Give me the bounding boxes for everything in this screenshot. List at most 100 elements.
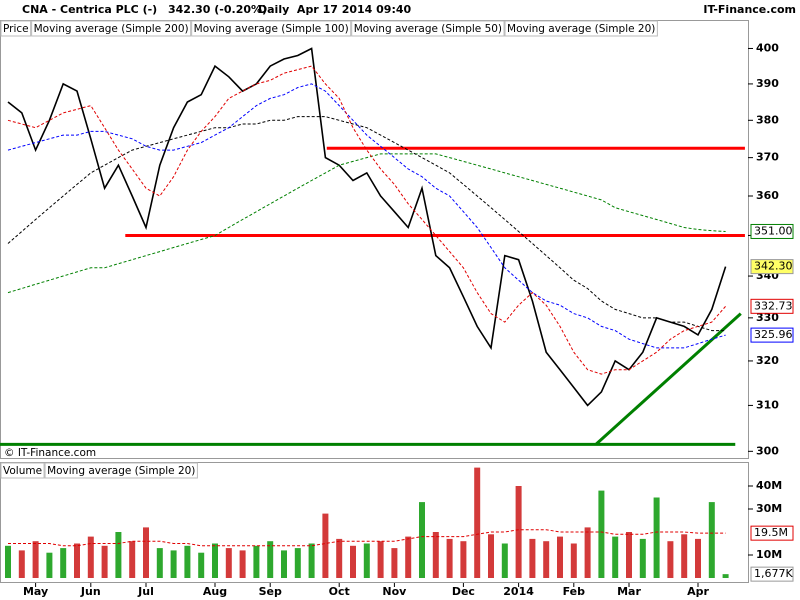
volume-bar — [626, 532, 632, 578]
y-tick-label: 320 — [756, 354, 779, 367]
moving-average — [7, 153, 726, 294]
legend-box — [31, 20, 192, 37]
volume-bar — [87, 536, 94, 578]
volume-bar — [212, 543, 218, 578]
volume-bar — [391, 548, 398, 578]
symbol: CNA - Centrica PLC (-) — [22, 3, 157, 16]
trend-line — [594, 312, 742, 446]
x-tick-label: 2014 — [503, 585, 534, 598]
volume-bar — [515, 486, 522, 578]
price-line — [7, 47, 727, 407]
y-tick-label: 300 — [756, 444, 779, 457]
value-label: 1,677K — [754, 567, 793, 580]
volume-bar — [225, 548, 232, 578]
volume-bar — [350, 545, 356, 578]
x-tick-label: Aug — [203, 585, 227, 598]
volume-bar — [488, 534, 494, 578]
volume-bar — [74, 543, 80, 578]
volume-bar — [18, 550, 25, 578]
volume-bar — [405, 536, 412, 578]
y-tick-label: 360 — [756, 189, 779, 202]
volume-bar — [129, 541, 136, 578]
volume-bar — [46, 552, 53, 578]
volume-bar — [432, 532, 439, 578]
volume-bar — [239, 550, 246, 578]
y-tick-label: 10M — [756, 548, 782, 561]
value-label: 342.30 — [754, 260, 793, 273]
volume-bar — [598, 490, 605, 578]
volume-bar — [377, 541, 384, 578]
legend-box — [0, 462, 45, 479]
volume-bar — [5, 545, 11, 578]
y-tick-label: 370 — [756, 151, 779, 164]
volume-bar — [143, 527, 149, 578]
volume-bar — [639, 538, 646, 578]
volume-bar — [501, 543, 508, 578]
x-tick-label: Jun — [80, 585, 101, 598]
volume-moving-average — [8, 529, 726, 547]
value-label-box — [750, 259, 794, 275]
volume-bar — [198, 552, 205, 578]
period: Daily Apr 17 2014 09:40 — [258, 3, 412, 16]
volume-bar — [708, 502, 715, 578]
volume-bar — [322, 513, 329, 578]
legend-box — [0, 20, 32, 37]
legend-label: Moving average (Simple 20) — [47, 465, 195, 477]
value-label-box — [750, 298, 794, 314]
volume-bar — [156, 548, 163, 578]
value-label: 325.96 — [754, 328, 793, 341]
legend-box — [44, 462, 198, 479]
volume-bar — [308, 543, 315, 578]
legend-label: Moving average (Simple 200) — [34, 23, 189, 35]
y-tick-label: 310 — [756, 398, 779, 411]
value-label: 351.00 — [754, 224, 793, 237]
volume-bar — [294, 548, 301, 578]
volume-bar — [667, 541, 674, 578]
legend-label: Moving average (Simple 50) — [354, 23, 502, 35]
y-tick-label: 330 — [756, 311, 779, 324]
moving-average — [7, 83, 726, 349]
volume-bar — [681, 534, 688, 578]
x-tick-label: Feb — [563, 585, 586, 598]
moving-average — [7, 65, 726, 375]
volume-bar — [695, 538, 701, 578]
volume-bar — [722, 574, 729, 578]
y-tick-label: 400 — [756, 41, 779, 54]
value-label: 332.73 — [754, 299, 793, 312]
y-tick-label: 40M — [756, 479, 782, 492]
legend-label: Price — [3, 23, 29, 35]
legend-box — [504, 20, 658, 37]
legend-label: Moving average (Simple 20) — [507, 23, 655, 35]
y-tick-label: 380 — [756, 113, 779, 126]
volume-bar — [184, 545, 191, 578]
value-label: 19.5M — [754, 526, 788, 539]
value-label-box — [750, 525, 794, 541]
legend-label: Volume — [3, 465, 42, 477]
volume-bar — [543, 541, 550, 578]
x-tick-label: Dec — [452, 585, 475, 598]
volume-bar — [446, 538, 453, 578]
value-label-box — [750, 223, 794, 239]
volume-bar — [363, 543, 370, 578]
volume-bar — [570, 543, 577, 578]
volume-bar — [584, 527, 591, 578]
volume-bar — [336, 538, 343, 578]
volume-bar — [557, 536, 563, 578]
x-tick-label: Nov — [382, 585, 407, 598]
volume-bar — [419, 502, 425, 578]
y-tick-label: 30M — [756, 502, 782, 515]
copyright: © IT-Finance.com — [4, 447, 96, 459]
volume-bar — [60, 548, 67, 578]
quote: 342.30 (-0.20%) — [168, 3, 267, 16]
volume-bar — [101, 545, 108, 578]
y-tick-label: 390 — [756, 77, 779, 90]
volume-bar — [32, 541, 39, 578]
volume-bar — [460, 541, 467, 578]
volume-bar — [529, 538, 536, 578]
volume-panel — [0, 462, 749, 583]
volume-bar — [170, 550, 177, 578]
volume-bar — [653, 497, 660, 578]
